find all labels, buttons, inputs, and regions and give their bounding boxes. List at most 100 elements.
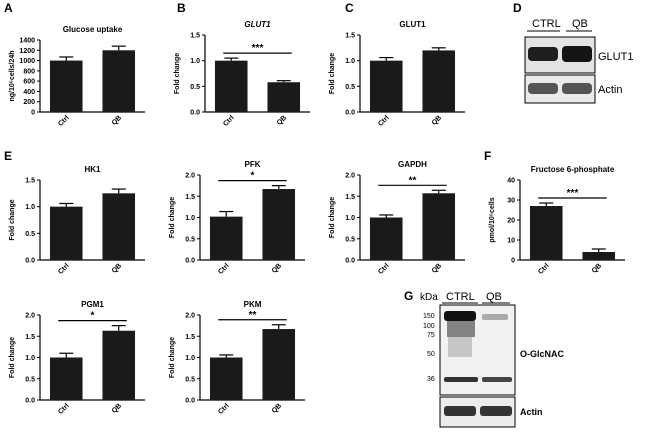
y-tick-label-a-3: 600: [23, 79, 35, 86]
blot-g-actin-band-ctrl: [444, 406, 476, 416]
chart-title-f: Fructose 6-phosphate: [531, 165, 615, 174]
x-tick-label-e1-1: QB: [111, 262, 123, 274]
blot-g-row-oglcnac: O-GlcNAC: [520, 349, 565, 359]
y-axis-label-e2: Fold change: [169, 197, 176, 238]
blot-g-marker-36: 36: [427, 376, 435, 383]
y-tick-label-e3-4: 2.0: [345, 173, 355, 180]
blot-d-row-glut1: GLUT1: [598, 51, 633, 63]
chart-title-e5: PKM: [244, 300, 262, 309]
bar-b-ctrl: [214, 60, 248, 112]
y-tick-label-a-5: 1000: [19, 58, 35, 65]
significance-label-e3: **: [409, 175, 417, 186]
bar-c-ctrl: [369, 60, 403, 112]
y-tick-label-e5-0: 0.0: [185, 398, 195, 405]
y-tick-label-a-1: 200: [23, 99, 35, 106]
blot-d-row-actin: Actin: [598, 84, 622, 96]
chart-title-c: GLUT1: [399, 20, 426, 29]
blot-g-band-qb-high: [482, 314, 508, 320]
blot-g-row-actin: Actin: [520, 407, 543, 417]
blot-d-glut1-band-ctrl: [528, 47, 558, 61]
bar-c-qb: [422, 50, 456, 112]
panel-label-e: E: [4, 149, 12, 163]
y-axis-label-f: pmol/10⁶cells: [489, 197, 496, 242]
y-axis-label-c: Fold change: [329, 53, 336, 94]
y-axis-label-e3: Fold change: [329, 197, 336, 238]
y-tick-label-e5-4: 2.0: [185, 313, 195, 320]
bar-a-ctrl: [49, 60, 83, 112]
significance-label-e4: *: [91, 311, 95, 322]
significance-label-f: ***: [567, 188, 579, 199]
y-tick-label-f-0: 0: [511, 258, 515, 265]
blot-d-lane-ctrl: CTRL: [532, 18, 561, 30]
blot-g-marker-100: 100: [423, 323, 435, 330]
y-tick-label-a-6: 1200: [19, 48, 35, 55]
blot-d-glut1-band-qb: [562, 46, 592, 62]
blot-g-marker-150: 150: [423, 313, 435, 320]
western-blot-d: CTRL QB GLUT1 Actin: [524, 18, 633, 104]
blot-g-actin-band-qb: [480, 406, 512, 416]
blot-g-lane-qb: QB: [486, 291, 502, 303]
y-tick-label-e1-0: 0.0: [25, 258, 35, 265]
y-tick-label-e2-2: 1.0: [185, 215, 195, 222]
x-tick-label-e3-1: QB: [431, 262, 443, 274]
y-tick-label-e5-1: 0.5: [185, 376, 195, 383]
x-tick-label-c-1: QB: [431, 114, 443, 126]
y-tick-label-e4-1: 0.5: [25, 376, 35, 383]
y-tick-label-e2-1: 0.5: [185, 236, 195, 243]
bar-e3-ctrl: [369, 217, 403, 260]
chart-title-e3: GAPDH: [398, 160, 427, 169]
y-tick-label-a-7: 1400: [19, 38, 35, 45]
x-tick-label-b-0: Ctrl: [222, 114, 236, 128]
y-tick-label-b-2: 1.0: [190, 58, 200, 65]
significance-label-e2: *: [251, 171, 255, 182]
y-tick-label-e1-1: 0.5: [25, 231, 35, 238]
x-tick-label-e3-0: Ctrl: [377, 262, 391, 276]
y-tick-label-e1-3: 1.5: [25, 178, 35, 185]
y-tick-label-b-1: 0.5: [190, 84, 200, 91]
bar-e1-qb: [102, 193, 136, 260]
bar-charts: Glucose uptake0200400600800100012001400n…: [9, 20, 625, 416]
panel-label-g: G: [404, 289, 413, 303]
bar-b-qb: [267, 82, 301, 112]
y-tick-label-e3-0: 0.0: [345, 258, 355, 265]
blot-g-band-qb-36: [482, 377, 512, 382]
x-tick-label-e4-0: Ctrl: [57, 402, 71, 416]
y-axis-label-e1: Fold change: [9, 199, 16, 240]
y-tick-label-c-3: 1.5: [345, 33, 355, 40]
x-tick-label-e1-0: Ctrl: [57, 262, 71, 276]
chart-title-a: Glucose uptake: [63, 25, 123, 34]
x-tick-label-f-1: QB: [591, 262, 603, 274]
y-tick-label-f-1: 10: [507, 238, 515, 245]
y-tick-label-e3-2: 1.0: [345, 215, 355, 222]
bar-e2-ctrl: [209, 216, 243, 260]
chart-title-e1: HK1: [84, 165, 101, 174]
y-tick-label-c-1: 0.5: [345, 84, 355, 91]
bar-e3-qb: [422, 193, 456, 260]
bar-a-qb: [102, 50, 136, 112]
y-tick-label-c-0: 0.0: [345, 110, 355, 117]
blot-g-marker-75: 75: [427, 332, 435, 339]
x-tick-label-c-0: Ctrl: [377, 114, 391, 128]
y-tick-label-f-4: 40: [507, 178, 515, 185]
blot-g-band-ctrl-high: [444, 311, 476, 321]
x-tick-label-e4-1: QB: [111, 402, 123, 414]
western-blot-g: kDa CTRL QB 150 100 75 50 36 O-GlcNAC Ac…: [420, 291, 565, 428]
bar-e4-qb: [102, 330, 136, 400]
y-axis-label-e5: Fold change: [169, 337, 176, 378]
y-tick-label-f-2: 20: [507, 218, 515, 225]
chart-title-e4: PGM1: [81, 300, 104, 309]
y-tick-label-a-0: 0: [31, 110, 35, 117]
y-tick-label-e4-0: 0.0: [25, 398, 35, 405]
blot-g-kda: kDa: [420, 292, 438, 303]
y-tick-label-e3-1: 0.5: [345, 236, 355, 243]
significance-label-e5: **: [249, 310, 257, 321]
x-tick-label-a-0: Ctrl: [57, 114, 71, 128]
bar-e5-ctrl: [209, 357, 243, 400]
y-tick-label-e5-2: 1.0: [185, 355, 195, 362]
y-tick-label-e2-4: 2.0: [185, 173, 195, 180]
blot-g-marker-50: 50: [427, 351, 435, 358]
y-tick-label-e1-2: 1.0: [25, 204, 35, 211]
x-tick-label-e5-0: Ctrl: [217, 402, 231, 416]
bar-e5-qb: [262, 329, 296, 400]
